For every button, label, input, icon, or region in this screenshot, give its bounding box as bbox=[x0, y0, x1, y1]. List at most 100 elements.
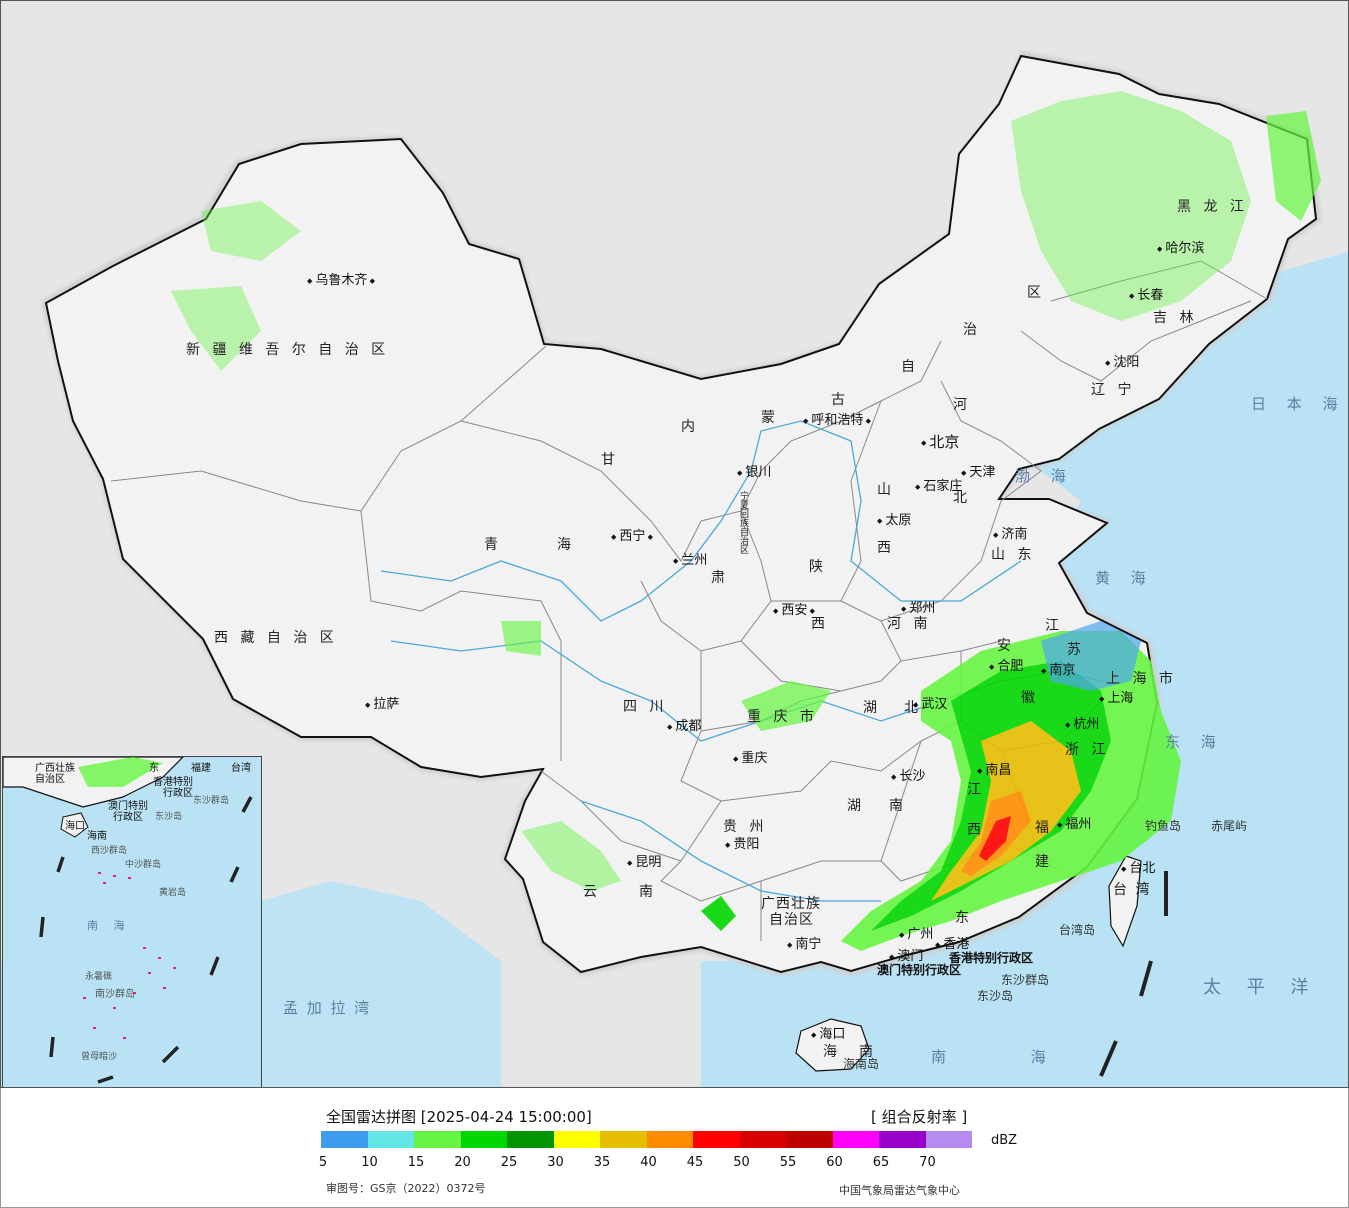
colorbar-tick-label: 40 bbox=[640, 1155, 657, 1170]
colorbar-tick-label: 65 bbox=[872, 1155, 890, 1170]
colorbar bbox=[321, 1131, 972, 1148]
city-shanghai: 上海 bbox=[1099, 687, 1133, 706]
city-tianjin: 天津 bbox=[961, 461, 995, 480]
label-shandong: 山 东 bbox=[991, 547, 1036, 563]
city-shenyang: 沈阳 bbox=[1105, 351, 1139, 370]
label-neimenggu-1: 内 bbox=[681, 419, 699, 435]
inset-map bbox=[3, 757, 253, 1084]
legend-panel: 全国雷达拼图 [2025-04-24 15:00:00] [ 组合反射率 ] d… bbox=[0, 1088, 1349, 1208]
colorbar-swatch bbox=[646, 1131, 693, 1148]
inset-label-hk-1: 香港特别 bbox=[153, 777, 193, 788]
label-neimenggu-5: 治 bbox=[963, 322, 981, 338]
colorbar-swatch bbox=[879, 1131, 926, 1148]
inset-label-nanhai: 南 海 bbox=[87, 919, 131, 932]
label-dongsha-islands: 东沙群岛 bbox=[1001, 973, 1050, 987]
label-anhui-1: 安 bbox=[997, 638, 1015, 654]
label-hubei-1: 湖 bbox=[863, 700, 881, 716]
colorbar-swatch bbox=[786, 1131, 833, 1148]
city-fuzhou: 福州 bbox=[1057, 813, 1091, 832]
city-changchun: 长春 bbox=[1129, 284, 1163, 303]
city-chongqing: 重庆 bbox=[733, 747, 767, 766]
colorbar-tick-label: 20 bbox=[454, 1155, 471, 1170]
inset-label-fujian: 福建 bbox=[191, 763, 211, 774]
colorbar-tick-label: 30 bbox=[547, 1155, 564, 1170]
province-borders bbox=[110, 260, 1268, 941]
city-macau: 澳门 bbox=[889, 945, 923, 964]
label-ningxia: 宁夏回族自治区 bbox=[738, 491, 748, 554]
label-shaanxi-2: 西 bbox=[811, 616, 829, 632]
label-shanxi-2: 西 bbox=[877, 540, 895, 556]
label-jiangsu-1: 江 bbox=[1045, 618, 1063, 634]
inset-label-yongshu: 永暑礁 bbox=[85, 972, 113, 982]
colorbar-swatch bbox=[460, 1131, 507, 1148]
city-wuhan: 武汉 bbox=[913, 693, 947, 712]
colorbar-tick-label: 60 bbox=[826, 1155, 843, 1170]
colorbar-tick-label: 5 bbox=[318, 1155, 328, 1170]
label-guizhou: 贵 州 bbox=[723, 819, 768, 835]
label-hk-sar: 香港特别行政区 bbox=[949, 951, 1034, 965]
label-yunnan-1: 云 bbox=[583, 884, 601, 900]
inset-label-zhongsha: 中沙群岛 bbox=[125, 860, 162, 870]
city-hohhot: 呼和浩特 bbox=[803, 409, 871, 428]
colorbar-swatch bbox=[693, 1131, 740, 1148]
label-hunan-1: 湖 bbox=[847, 798, 865, 814]
city-kunming: 昆明 bbox=[627, 851, 661, 870]
colorbar-tick-label: 70 bbox=[919, 1155, 936, 1170]
unit-label: dBZ bbox=[991, 1133, 1018, 1148]
map-area[interactable]: 新 疆 维 吾 尔 自 治 区 西 藏 自 治 区 青 海 甘 肃 内 蒙 古 … bbox=[0, 0, 1349, 1088]
label-bay-of-bengal: 孟 加 拉 湾 bbox=[283, 999, 372, 1017]
inset-label-guangxi-2: 自治区 bbox=[35, 774, 65, 785]
inset-label-hainan: 海南 bbox=[87, 831, 107, 842]
colorbar-tick-label: 10 bbox=[361, 1155, 378, 1170]
label-bohai: 渤 海 bbox=[1015, 467, 1074, 485]
label-guangxi-1: 广西壮族 bbox=[761, 896, 821, 912]
inset-label-macau-1: 澳门特别 bbox=[108, 801, 148, 812]
city-taiyuan: 太原 bbox=[877, 509, 911, 528]
label-hebei-2: 北 bbox=[953, 490, 971, 506]
label-xinjiang: 新 疆 维 吾 尔 自 治 区 bbox=[186, 342, 390, 358]
colorbar-swatch bbox=[367, 1131, 414, 1148]
label-chongqing: 重 庆 市 bbox=[747, 709, 818, 725]
colorbar-tick-label: 50 bbox=[733, 1155, 750, 1170]
label-qinghai-1: 青 bbox=[484, 537, 502, 553]
label-taiwan-island: 台湾岛 bbox=[1059, 923, 1096, 937]
city-nanchang: 南昌 bbox=[977, 759, 1011, 778]
inset-label-guangxi-1: 广西壮族 bbox=[35, 763, 75, 774]
city-urumqi: 乌鲁木齐 bbox=[307, 269, 375, 288]
label-shaanxi-1: 陕 bbox=[809, 559, 827, 575]
colorbar-tick-label: 35 bbox=[593, 1155, 611, 1170]
colorbar-swatch bbox=[553, 1131, 600, 1148]
city-xining: 西宁 bbox=[611, 525, 653, 544]
label-heilongjiang: 黑 龙 江 bbox=[1177, 199, 1248, 215]
label-anhui-2: 徽 bbox=[1021, 690, 1039, 706]
colorbar-swatch bbox=[507, 1131, 554, 1148]
inset-label-guangdong: 东 bbox=[149, 763, 159, 774]
label-diaoyu: 钓鱼岛 bbox=[1145, 819, 1182, 833]
label-pacific: 太 平 洋 bbox=[1203, 977, 1319, 998]
label-hainan-1: 海 bbox=[823, 1044, 841, 1060]
maritime-boundary bbox=[1099, 871, 1168, 1077]
label-shanxi-1: 山 bbox=[877, 482, 895, 498]
label-hunan-2: 南 bbox=[889, 798, 907, 814]
inset-reefs bbox=[83, 872, 176, 1039]
label-gansu-1: 甘 bbox=[601, 452, 619, 468]
city-yinchuan: 银川 bbox=[737, 461, 771, 480]
city-xian: 西安 bbox=[773, 599, 815, 618]
inset-label-huangyan: 黄岩岛 bbox=[159, 888, 187, 898]
colorbar-swatch bbox=[832, 1131, 879, 1148]
inset-label-dongsha-islands: 东沙群岛 bbox=[193, 796, 230, 806]
label-yunnan-2: 南 bbox=[639, 884, 657, 900]
label-neimenggu-3: 古 bbox=[831, 392, 849, 408]
city-hefei: 合肥 bbox=[989, 655, 1023, 674]
label-qinghai-2: 海 bbox=[557, 537, 575, 553]
inset-label-hk-2: 行政区 bbox=[163, 788, 193, 799]
city-nanjing: 南京 bbox=[1041, 659, 1075, 678]
label-guangxi-2: 自治区 bbox=[769, 912, 814, 928]
colorbar-tick-label: 45 bbox=[686, 1155, 704, 1170]
pacific-sea bbox=[701, 361, 1348, 1087]
label-liaoning: 辽 宁 bbox=[1091, 382, 1136, 398]
city-lhasa: 拉萨 bbox=[365, 693, 399, 712]
colorbar-tick-label: 15 bbox=[407, 1155, 425, 1170]
colorbar-swatch bbox=[739, 1131, 786, 1148]
label-jilin: 吉 林 bbox=[1153, 310, 1198, 326]
